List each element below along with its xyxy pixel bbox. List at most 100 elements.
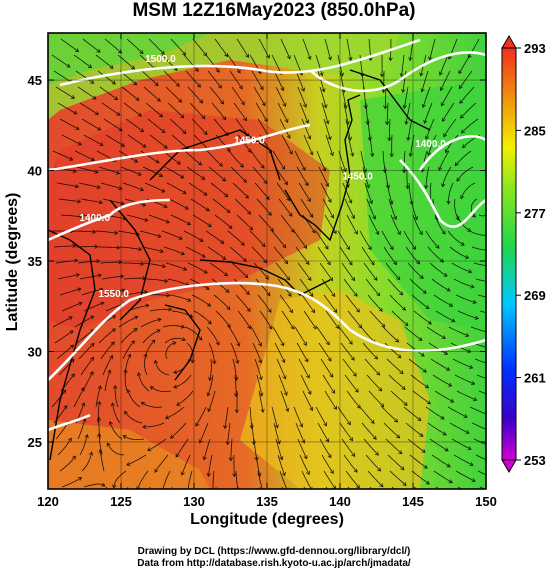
streamline [478, 390, 486, 395]
streamline [143, 262, 166, 268]
streamline [140, 150, 160, 164]
streamline-arrowhead [342, 168, 347, 173]
streamline-arrowhead [87, 64, 93, 69]
streamline-arrowhead [111, 80, 116, 85]
streamline [82, 371, 94, 392]
streamline [458, 70, 473, 89]
streamline-arrowhead [90, 356, 95, 361]
streamline [249, 406, 253, 429]
streamline-arrowhead [494, 477, 498, 480]
streamline-arrowhead [426, 400, 432, 405]
streamline-arrowhead [329, 373, 334, 378]
streamline [167, 278, 189, 286]
streamline-arrowhead [201, 176, 206, 180]
streamline [473, 438, 486, 445]
streamline [73, 387, 85, 408]
streamline [447, 406, 468, 418]
streamline [449, 246, 469, 259]
streamline [168, 198, 189, 210]
streamline [188, 182, 208, 196]
streamline [207, 390, 216, 412]
streamline [199, 422, 209, 444]
streamline [103, 118, 123, 132]
streamline-arrowhead [149, 386, 155, 391]
streamline [346, 390, 361, 409]
streamline [383, 246, 397, 265]
streamline-arrowhead [82, 417, 87, 423]
streamline-arrowhead [333, 308, 338, 314]
streamline [148, 38, 165, 55]
streamline-arrowhead [159, 248, 164, 254]
streamline [148, 214, 170, 223]
streamline-arrowhead [201, 115, 206, 120]
streamline [208, 166, 226, 182]
streamline-arrowhead [379, 483, 384, 488]
streamline-arrowhead [142, 202, 147, 207]
streamline-arrowhead [202, 456, 207, 461]
streamline-arrowhead [446, 463, 451, 468]
streamline [425, 230, 440, 249]
streamline [230, 438, 233, 461]
streamline-arrowhead [304, 182, 309, 187]
streamline [235, 294, 251, 312]
streamline [163, 70, 180, 87]
streamline-arrowhead [234, 409, 240, 414]
streamline-arrowhead [251, 441, 256, 446]
streamline-arrowhead [418, 231, 423, 236]
streamline [74, 150, 95, 161]
streamline-arrowhead [299, 423, 304, 428]
streamline-arrowhead [423, 119, 428, 124]
streamline-arrowhead [62, 389, 67, 394]
streamline [412, 214, 423, 235]
streamline [359, 406, 375, 424]
streamline-arrowhead [92, 95, 97, 100]
streamline-arrowhead [96, 184, 101, 190]
streamline-arrowhead [365, 184, 370, 189]
streamline-arrowhead [441, 230, 446, 235]
streamline-arrowhead [488, 429, 492, 432]
streamline-arrowhead [161, 188, 166, 193]
streamline-arrowhead [243, 117, 247, 122]
streamline-arrowhead [445, 366, 451, 371]
streamline [344, 198, 355, 219]
streamline [184, 150, 202, 166]
streamline-arrowhead [77, 287, 82, 292]
streamline-arrowhead [488, 234, 491, 238]
streamline [234, 374, 237, 397]
streamline [214, 214, 233, 229]
streamline-arrowhead [249, 226, 254, 231]
streamline [443, 118, 457, 137]
streamline-arrowhead [419, 72, 424, 77]
streamline [460, 182, 476, 199]
streamline-arrowhead [288, 212, 293, 217]
streamline-arrowhead [359, 500, 362, 503]
streamline [362, 342, 378, 360]
streamline [122, 182, 144, 191]
streamline [382, 150, 386, 173]
streamline [295, 70, 305, 92]
streamline-arrowhead [329, 277, 334, 282]
streamline-arrowhead [492, 461, 496, 464]
contour-label: 1500.0 [145, 54, 176, 65]
streamline [453, 454, 474, 466]
streamline-arrowhead [198, 336, 203, 341]
streamline [171, 486, 173, 489]
streamline-arrowhead [161, 263, 167, 269]
streamline [343, 454, 358, 473]
contour-label: 1400.0 [415, 139, 446, 150]
streamline [303, 486, 306, 489]
streamline [120, 328, 138, 344]
contour-label: 1450.0 [234, 135, 265, 146]
streamline [388, 118, 391, 141]
streamline [224, 406, 229, 429]
streamline [455, 294, 477, 304]
streamline-arrowhead [441, 183, 446, 188]
streamline-arrowhead [467, 348, 472, 353]
streamline-arrowhead [375, 230, 380, 235]
streamline-arrowhead [311, 229, 316, 234]
streamline [277, 454, 286, 476]
streamline [187, 86, 203, 104]
streamline-arrowhead [186, 221, 192, 226]
streamline-arrowhead [323, 422, 327, 427]
streamline [57, 102, 77, 115]
